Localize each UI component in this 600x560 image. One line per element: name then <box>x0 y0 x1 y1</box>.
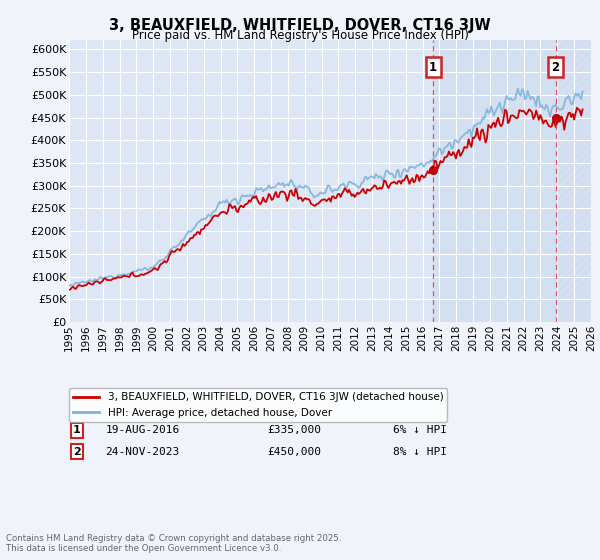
Legend: 3, BEAUXFIELD, WHITFIELD, DOVER, CT16 3JW (detached house), HPI: Average price, : 3, BEAUXFIELD, WHITFIELD, DOVER, CT16 3J… <box>69 388 448 422</box>
Text: Contains HM Land Registry data © Crown copyright and database right 2025.
This d: Contains HM Land Registry data © Crown c… <box>6 534 341 553</box>
Text: 19-AUG-2016: 19-AUG-2016 <box>106 426 180 436</box>
Text: 2: 2 <box>551 60 560 73</box>
Text: £335,000: £335,000 <box>268 426 322 436</box>
Text: 24-NOV-2023: 24-NOV-2023 <box>106 446 180 456</box>
Text: 1: 1 <box>429 60 437 73</box>
Text: 1: 1 <box>73 426 81 436</box>
Text: 6% ↓ HPI: 6% ↓ HPI <box>392 426 446 436</box>
Text: Price paid vs. HM Land Registry's House Price Index (HPI): Price paid vs. HM Land Registry's House … <box>131 29 469 42</box>
Bar <box>433 40 556 322</box>
Text: 2: 2 <box>73 446 81 456</box>
Text: £450,000: £450,000 <box>268 446 322 456</box>
Bar <box>556 40 591 322</box>
Text: 3, BEAUXFIELD, WHITFIELD, DOVER, CT16 3JW: 3, BEAUXFIELD, WHITFIELD, DOVER, CT16 3J… <box>109 18 491 33</box>
Text: 8% ↓ HPI: 8% ↓ HPI <box>392 446 446 456</box>
